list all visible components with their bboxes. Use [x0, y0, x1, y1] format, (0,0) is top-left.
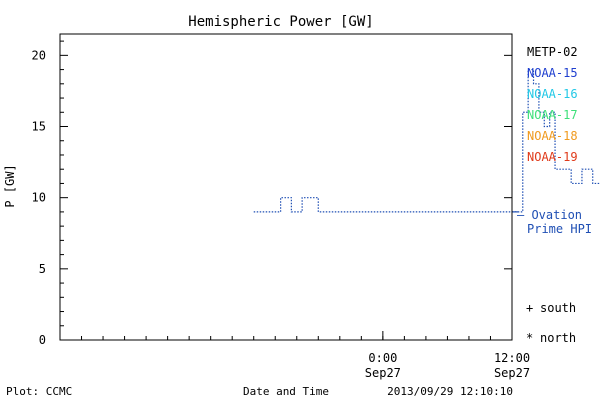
y-tick-label: 10 — [32, 191, 46, 205]
y-tick-label: 15 — [32, 120, 46, 134]
y-axis-label: P [GW] — [3, 164, 17, 207]
legend-item-noaa-15: NOAA-15 — [527, 66, 578, 80]
legend-north-label: north — [540, 331, 576, 345]
y-tick-label: 0 — [39, 333, 46, 347]
legend-ovation-line2: Prime HPI — [527, 222, 592, 236]
y-tick-label: 20 — [32, 48, 46, 62]
legend-item-noaa-17: NOAA-17 — [527, 108, 578, 122]
satellite-legend: METP-02 NOAA-15 NOAA-16 NOAA-17 NOAA-18 NOAA-… — [527, 45, 578, 164]
x-tick-label-time: 0:00 — [368, 351, 397, 365]
legend-ovation-line1: — Ovation — [517, 208, 582, 222]
legend-south-marker: + — [526, 301, 533, 315]
legend-south-label: south — [540, 301, 576, 315]
x-tick-label-date: Sep27 — [494, 366, 530, 380]
legend-north-marker: * — [526, 331, 533, 345]
plot-source-label: Plot: CCMC — [6, 385, 72, 398]
legend-item-noaa-18: NOAA-18 — [527, 129, 578, 143]
x-tick-label-date: Sep27 — [365, 366, 401, 380]
legend-item-noaa-16: NOAA-16 — [527, 87, 578, 101]
x-tick-label-time: 12:00 — [494, 351, 530, 365]
x-axis-label: Date and Time — [243, 385, 329, 398]
plot-frame — [59, 33, 513, 341]
legend-item-noaa-19: NOAA-19 — [527, 150, 578, 164]
y-tick-label: 5 — [39, 262, 46, 276]
ovation-series-layer — [253, 68, 600, 213]
chart-title: Hemispheric Power [GW] — [188, 14, 373, 30]
axes-layer: 051015200:00Sep2712:00Sep270:00Sep2812:0… — [32, 33, 530, 380]
plot-timestamp: 2013/09/29 12:10:10 — [387, 385, 513, 398]
legend-item-metp-02: METP-02 — [527, 45, 578, 59]
